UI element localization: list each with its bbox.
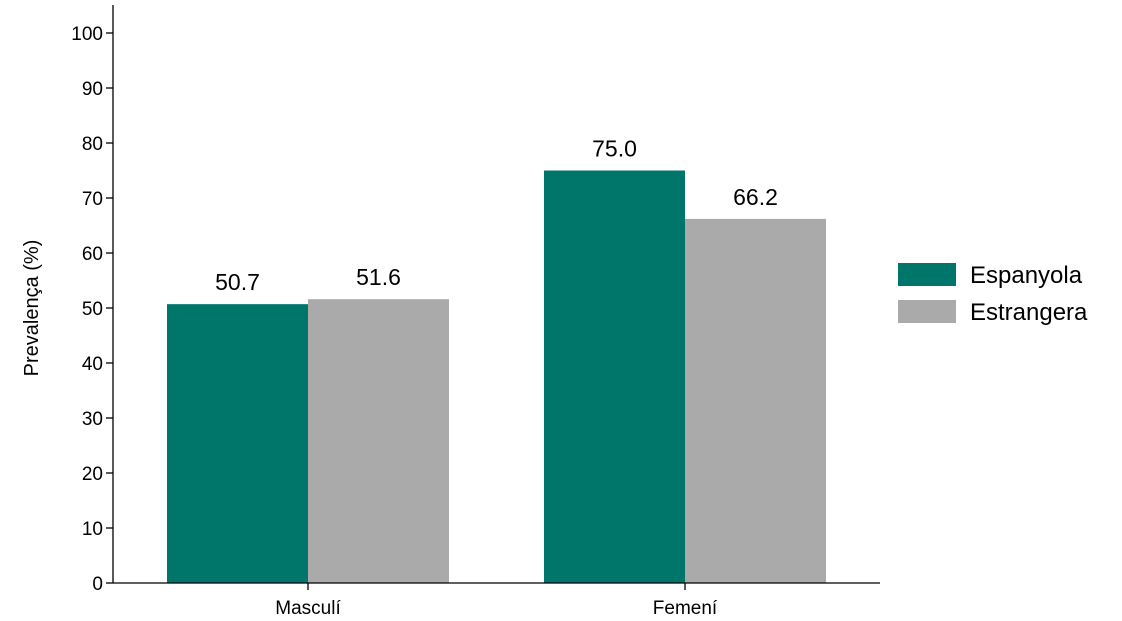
data-label: 75.0 [592,136,637,162]
y-tick-label: 50 [82,299,103,320]
data-label: 66.2 [733,184,778,210]
y-tick-label: 20 [82,464,103,485]
y-tick-label: 30 [82,409,103,430]
y-tick-label: 80 [82,134,103,155]
legend: Espanyola Estrangera [898,262,1088,326]
bars-layer [167,170,826,583]
y-tick-label: 40 [82,354,103,375]
bar-0-1 [544,170,685,583]
legend-label: Estrangera [970,299,1088,326]
legend-swatch [898,263,956,286]
legend-label: Espanyola [970,262,1083,289]
legend-swatch [898,300,956,323]
x-category-label: Masculí [275,598,341,619]
y-tick-label: 10 [82,519,103,540]
y-axis-title: Prevalença (%) [21,240,43,377]
y-tick-label: 60 [82,244,103,265]
bar-0-0 [167,304,308,583]
bar-1-0 [308,299,449,583]
y-tick-label: 90 [82,79,103,100]
y-tick-label: 0 [92,574,103,595]
x-ticks-layer: Masculí Femení [275,583,718,619]
data-label: 50.7 [215,269,260,295]
y-tick-label: 100 [71,24,103,45]
data-labels-layer: 50.7 75.0 51.6 66.2 [215,136,778,296]
bar-1-1 [685,218,826,583]
data-label: 51.6 [356,264,401,290]
y-ticks-layer: 0 10 20 30 40 50 60 70 80 90 100 [71,24,113,595]
y-tick-label: 70 [82,189,103,210]
x-category-label: Femení [653,598,718,619]
